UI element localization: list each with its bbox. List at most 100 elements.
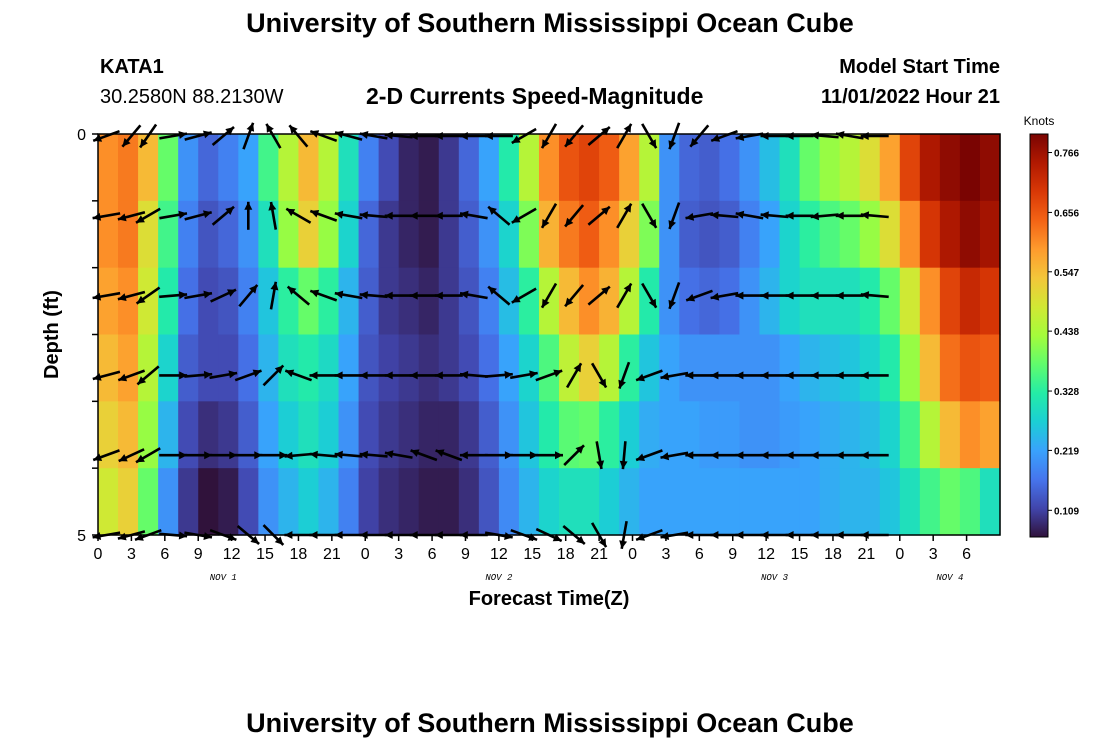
colorbar-unit: Knots <box>1024 114 1055 128</box>
x-tick-label: 18 <box>557 546 575 563</box>
heatmap-cell <box>719 468 741 536</box>
arrow-head <box>619 460 628 470</box>
arrow-head <box>203 130 212 139</box>
arrow-head <box>619 540 628 549</box>
arrow-head <box>810 131 819 140</box>
current-arrow <box>509 370 538 380</box>
heatmap-cell <box>458 200 480 269</box>
colorbar-tick-label: 0.109 <box>1054 506 1079 517</box>
heatmap-cell <box>478 468 500 536</box>
heatmap-cell <box>739 134 761 202</box>
current-arrow <box>410 449 438 462</box>
arrow-head <box>254 451 263 460</box>
current-arrow <box>244 201 253 230</box>
heatmap-cell <box>438 468 460 536</box>
current-arrow <box>135 447 161 464</box>
heatmap-cell <box>118 267 139 336</box>
heatmap-cell <box>418 468 440 536</box>
current-arrow <box>760 132 789 140</box>
current-arrow <box>159 291 188 300</box>
heatmap-cell <box>498 134 520 202</box>
heatmap-cell <box>478 134 500 202</box>
heatmap-cell <box>298 134 320 202</box>
current-arrow <box>234 451 263 460</box>
arrow-head <box>488 286 497 295</box>
arrow-head <box>252 369 262 378</box>
arrow-head <box>565 217 574 227</box>
colorbar-tick-label: 0.766 <box>1054 149 1079 160</box>
current-arrow <box>810 531 839 539</box>
current-arrow <box>587 205 611 226</box>
heatmap-cell <box>358 134 380 202</box>
heatmap-cell <box>839 134 861 202</box>
x-tick-label: 15 <box>791 546 809 563</box>
current-arrow <box>641 123 658 149</box>
arrow-head <box>459 132 468 140</box>
heatmap-cell <box>699 267 720 336</box>
heatmap-cell <box>819 267 841 336</box>
heatmap-cell <box>158 401 179 469</box>
heatmap-cell <box>659 134 680 202</box>
heatmap-cell <box>258 468 279 536</box>
current-arrow <box>668 122 681 150</box>
current-arrow <box>359 371 388 380</box>
heatmap-cell <box>278 334 300 402</box>
arrow-head <box>760 211 769 220</box>
current-arrow <box>334 210 363 220</box>
current-arrow <box>635 528 663 542</box>
colorbar-tick-label: 0.656 <box>1054 208 1079 219</box>
current-arrow <box>710 211 739 220</box>
arrow-head <box>334 210 344 219</box>
current-arrow <box>211 205 235 226</box>
current-arrow <box>835 131 864 140</box>
heatmap-cell <box>919 200 941 269</box>
heatmap-cell <box>398 468 420 536</box>
heatmap-cell <box>559 468 580 536</box>
arrow-head <box>434 371 443 380</box>
heatmap-cell <box>879 200 901 269</box>
heatmap-cell <box>198 200 219 269</box>
current-arrow <box>269 281 279 310</box>
arrow-head <box>409 371 418 380</box>
current-arrow <box>117 369 146 382</box>
arrow-head <box>410 449 420 457</box>
heatmap-cell <box>98 134 119 202</box>
heatmap-cell <box>799 134 821 202</box>
heatmap-cell <box>959 468 981 536</box>
current-arrow <box>635 449 663 462</box>
heatmap-cell <box>238 267 259 336</box>
heatmap-cell <box>318 134 340 202</box>
heatmap-cell <box>719 200 741 269</box>
heatmap-cell <box>899 200 921 269</box>
current-arrow <box>134 528 162 542</box>
date-label: NOV 1 <box>210 573 237 583</box>
current-arrow <box>284 451 313 460</box>
arrow-head <box>117 532 127 541</box>
current-arrow <box>564 204 585 228</box>
current-arrow <box>860 291 889 300</box>
heatmap-cell <box>839 401 861 469</box>
x-tick-label: 3 <box>394 546 403 563</box>
current-arrow <box>309 531 338 539</box>
arrow-head <box>648 298 657 308</box>
heatmap-cell <box>779 200 801 269</box>
heatmap-cell <box>358 401 380 469</box>
arrow-head <box>203 210 212 219</box>
x-tick-label: 12 <box>757 546 775 563</box>
arrow-head <box>309 371 318 380</box>
heatmap-cell <box>278 267 300 336</box>
arrow-head <box>835 451 844 460</box>
heatmap-cell <box>458 468 480 536</box>
heatmap-cell <box>438 134 460 202</box>
arrow-head <box>529 451 538 460</box>
heatmap-cell <box>318 334 340 402</box>
heatmap-cell <box>699 401 720 469</box>
heatmap-cell <box>298 401 320 469</box>
arrow-head <box>359 450 368 459</box>
heatmap-cell <box>939 200 961 269</box>
heatmap-cell <box>779 267 801 336</box>
heatmap-cell <box>518 334 540 402</box>
current-arrow <box>159 131 188 140</box>
current-arrow <box>511 287 537 304</box>
arrow-head <box>459 370 469 379</box>
